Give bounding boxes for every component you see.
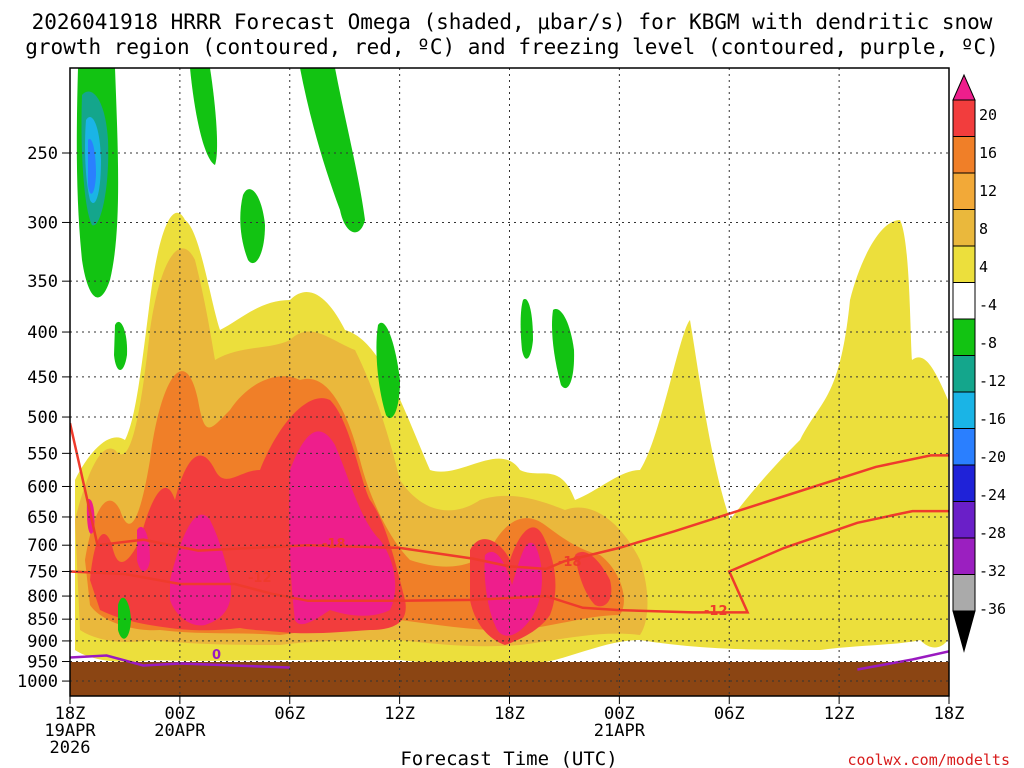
credit-text: coolwx.com/modelts <box>847 751 1010 768</box>
x-tick-label: 19APR <box>44 721 96 741</box>
omega-negative-region-e <box>376 322 400 419</box>
omega-positive-20-region-a <box>170 514 231 626</box>
colorbar-label: -8 <box>979 334 997 352</box>
y-tick-label: 850 <box>27 610 58 630</box>
y-tick-label: 300 <box>27 213 58 233</box>
y-tick-label: 1000 <box>17 672 58 692</box>
y-tick-label: 650 <box>27 508 58 528</box>
contour-label-dgz-lower: -12 <box>248 571 272 586</box>
x-tick-label: 18Z <box>55 704 86 724</box>
colorbar-segment <box>952 428 976 466</box>
y-tick-label: 800 <box>27 587 58 607</box>
contour-label-dgz-upper: -18 <box>322 537 346 552</box>
omega-positive-16-region-c <box>575 551 612 607</box>
freezing-level-contour <box>70 654 290 669</box>
y-tick-label: 600 <box>27 477 58 497</box>
omega-positive-20-region-b <box>289 431 396 625</box>
x-tick-label: 06Z <box>274 704 305 724</box>
contour-label-dgz-upper-b: -18 <box>558 555 582 570</box>
x-tick-label: 18Z <box>934 704 965 724</box>
x-tick-label: 21APR <box>594 721 646 741</box>
x-tick-label: 18Z <box>494 704 525 724</box>
x-tick-label: 00Z <box>604 704 635 724</box>
colorbar-segment <box>952 136 976 174</box>
colorbar-segment <box>952 209 976 247</box>
colorbar-segment <box>952 574 976 612</box>
y-tick-label: 500 <box>27 408 58 428</box>
omega-negative-region-i <box>118 597 131 639</box>
y-tick-label: 950 <box>27 653 58 673</box>
y-tick-label: 700 <box>27 536 58 556</box>
x-tick-label: 12Z <box>824 704 855 724</box>
contour-label-dgz-lower-b: -12 <box>704 604 728 619</box>
colorbar-label: -4 <box>979 296 997 314</box>
y-tick-label: 450 <box>27 368 58 388</box>
colorbar-segment <box>952 501 976 539</box>
x-tick-label: 00Z <box>165 704 196 724</box>
colorbar-label: -12 <box>979 372 1006 390</box>
colorbar-label: 4 <box>979 258 988 276</box>
colorbar-label: 20 <box>979 106 997 124</box>
colorbar-segment <box>952 172 976 210</box>
colorbar-label: -32 <box>979 562 1006 580</box>
colorbar-label: 8 <box>979 220 988 238</box>
colorbar-segment <box>952 282 976 320</box>
plot-area <box>70 68 949 696</box>
x-tick-label: 2026 <box>50 738 91 758</box>
y-tick-label: 550 <box>27 444 58 464</box>
ground-surface <box>70 662 949 696</box>
omega-shading <box>75 68 948 665</box>
x-tick-label: 20APR <box>154 721 206 741</box>
contour-label-freezing: 0 <box>212 648 221 663</box>
omega-negative-region-h <box>114 321 128 370</box>
omega-negative-region-b <box>190 68 218 165</box>
chart-title-line-2: growth region (contoured, red, ºC) and f… <box>25 35 999 59</box>
colorbar-bottom-arrow <box>952 610 976 653</box>
chart-title-line-1: 2026041918 HRRR Forecast Omega (shaded, … <box>32 10 993 34</box>
colorbar: 20 16 12 8 4 -4 -8 -12 -16 -20 -24 -28 -32 -36 <box>952 73 1006 653</box>
x-axis-label: Forecast Time (UTC) <box>400 748 617 768</box>
omega-negative-region-f <box>551 309 575 389</box>
colorbar-label: -24 <box>979 486 1006 504</box>
colorbar-label: 12 <box>979 182 997 200</box>
colorbar-label: -20 <box>979 448 1006 466</box>
omega-negative-region-d <box>240 189 265 264</box>
y-axis-ticks: 2503003504004505005506006507007508008509… <box>17 144 70 692</box>
colorbar-segment <box>952 99 976 137</box>
x-tick-label: 12Z <box>384 704 415 724</box>
omega-negative-region-g <box>520 299 533 359</box>
colorbar-label: -36 <box>979 600 1006 618</box>
y-tick-label: 400 <box>27 323 58 343</box>
omega-positive-20-region-c <box>484 542 542 636</box>
colorbar-segment <box>952 355 976 393</box>
colorbar-segment <box>952 245 976 283</box>
colorbar-segment <box>952 464 976 502</box>
y-tick-label: 250 <box>27 144 58 164</box>
omega-positive-20-region-d <box>137 526 150 572</box>
y-tick-label: 750 <box>27 562 58 582</box>
y-tick-label: 350 <box>27 272 58 292</box>
dgz-lower-contour <box>70 509 949 614</box>
colorbar-segment <box>952 318 976 356</box>
colorbar-label: -28 <box>979 524 1006 542</box>
colorbar-segment <box>952 537 976 575</box>
y-tick-label: 900 <box>27 632 58 652</box>
freezing-level-contour-right <box>857 650 949 671</box>
colorbar-segment <box>952 391 976 429</box>
colorbar-top-arrow <box>952 73 976 101</box>
x-tick-label: 06Z <box>714 704 745 724</box>
colorbar-label: -16 <box>979 410 1006 428</box>
omega-negative-region-c <box>300 68 365 233</box>
colorbar-label: 16 <box>979 144 997 162</box>
